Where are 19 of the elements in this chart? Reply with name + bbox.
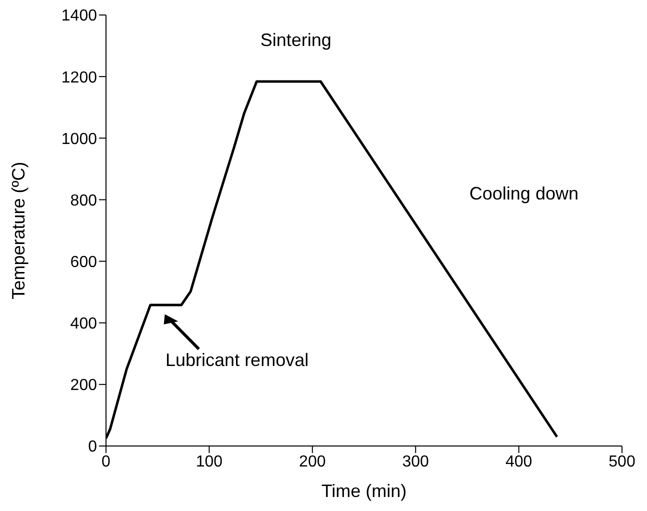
y-tick-label: 1400 [61,8,98,25]
y-tick-label: 400 [70,316,98,333]
y-tick-label: 600 [70,254,98,271]
x-tick-label: 200 [299,453,326,470]
y-tick-label: 1000 [61,130,98,148]
y-tick-label: 200 [70,377,98,394]
x-tick-label: 500 [608,453,636,470]
y-tick-label: 1200 [61,69,98,86]
annotation: Lubricant removal [166,350,309,370]
x-tick-label: 400 [505,453,532,470]
y-tick-label: 800 [70,192,98,210]
x-tick-label: 100 [196,453,223,470]
x-tick-label: 300 [402,453,430,470]
x-tick-label: 0 [102,453,111,470]
y-tick-label: 0 [88,438,98,456]
x-axis-title: Time (min) [321,481,407,501]
annotation: Sintering [260,30,332,50]
y-axis-title: Temperature (ºC) [8,162,28,300]
annotation: Cooling down [469,184,578,204]
